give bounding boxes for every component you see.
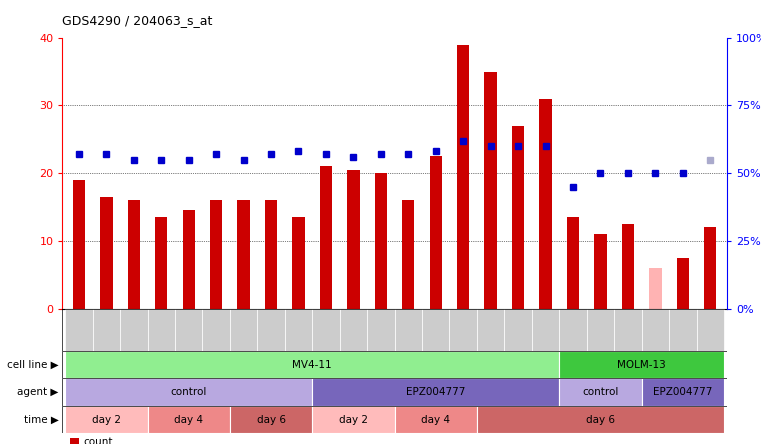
Text: day 4: day 4 <box>174 415 203 424</box>
Bar <box>312 378 559 406</box>
Bar <box>567 217 579 309</box>
Bar <box>532 309 559 351</box>
Text: EPZ004777: EPZ004777 <box>406 387 466 397</box>
Bar <box>65 309 93 351</box>
Bar <box>257 309 285 351</box>
Bar <box>312 309 339 351</box>
Text: cell line ▶: cell line ▶ <box>7 360 59 369</box>
Text: control: control <box>170 387 207 397</box>
Bar <box>367 309 394 351</box>
Text: MV4-11: MV4-11 <box>292 360 332 369</box>
Bar <box>65 406 148 433</box>
Bar <box>642 378 724 406</box>
Bar <box>93 309 120 351</box>
Bar <box>505 309 532 351</box>
Text: EPZ004777: EPZ004777 <box>653 387 712 397</box>
Bar <box>312 406 394 433</box>
Bar <box>429 156 442 309</box>
Text: day 6: day 6 <box>586 415 615 424</box>
Bar <box>704 227 716 309</box>
Text: control: control <box>582 387 619 397</box>
Bar <box>677 258 689 309</box>
Text: count: count <box>83 437 113 444</box>
Bar <box>65 351 559 378</box>
Bar <box>559 309 587 351</box>
Bar <box>374 173 387 309</box>
Bar <box>230 406 312 433</box>
Bar <box>642 309 669 351</box>
Bar <box>614 309 642 351</box>
Bar <box>285 309 312 351</box>
Text: agent ▶: agent ▶ <box>18 387 59 397</box>
Bar <box>210 200 222 309</box>
Bar <box>120 309 148 351</box>
Bar <box>587 309 614 351</box>
Text: day 2: day 2 <box>339 415 368 424</box>
Bar <box>485 71 497 309</box>
Bar <box>450 309 477 351</box>
Bar <box>175 309 202 351</box>
Bar <box>148 406 230 433</box>
Bar <box>422 309 450 351</box>
Bar <box>183 210 195 309</box>
Bar <box>339 309 367 351</box>
Bar <box>559 378 642 406</box>
Bar <box>73 180 85 309</box>
Bar <box>622 224 634 309</box>
Text: GDS4290 / 204063_s_at: GDS4290 / 204063_s_at <box>62 14 213 27</box>
Text: day 4: day 4 <box>422 415 451 424</box>
Bar <box>320 166 332 309</box>
Text: day 6: day 6 <box>256 415 285 424</box>
Bar <box>594 234 607 309</box>
Bar <box>394 406 477 433</box>
Bar <box>155 217 167 309</box>
Bar <box>696 309 724 351</box>
Bar <box>100 197 113 309</box>
Bar <box>649 268 661 309</box>
Bar <box>292 217 304 309</box>
Bar <box>230 309 257 351</box>
Bar <box>65 378 312 406</box>
Bar <box>669 309 696 351</box>
Bar <box>477 309 505 351</box>
Text: time ▶: time ▶ <box>24 415 59 424</box>
Bar <box>402 200 415 309</box>
Bar <box>265 200 277 309</box>
Bar <box>394 309 422 351</box>
Bar <box>457 44 470 309</box>
Text: MOLM-13: MOLM-13 <box>617 360 666 369</box>
Bar <box>477 406 724 433</box>
Bar <box>148 309 175 351</box>
Bar <box>512 126 524 309</box>
Bar <box>202 309 230 351</box>
Bar <box>559 351 724 378</box>
Bar <box>237 200 250 309</box>
Text: day 2: day 2 <box>92 415 121 424</box>
Bar <box>540 99 552 309</box>
Bar <box>347 170 360 309</box>
Bar <box>128 200 140 309</box>
